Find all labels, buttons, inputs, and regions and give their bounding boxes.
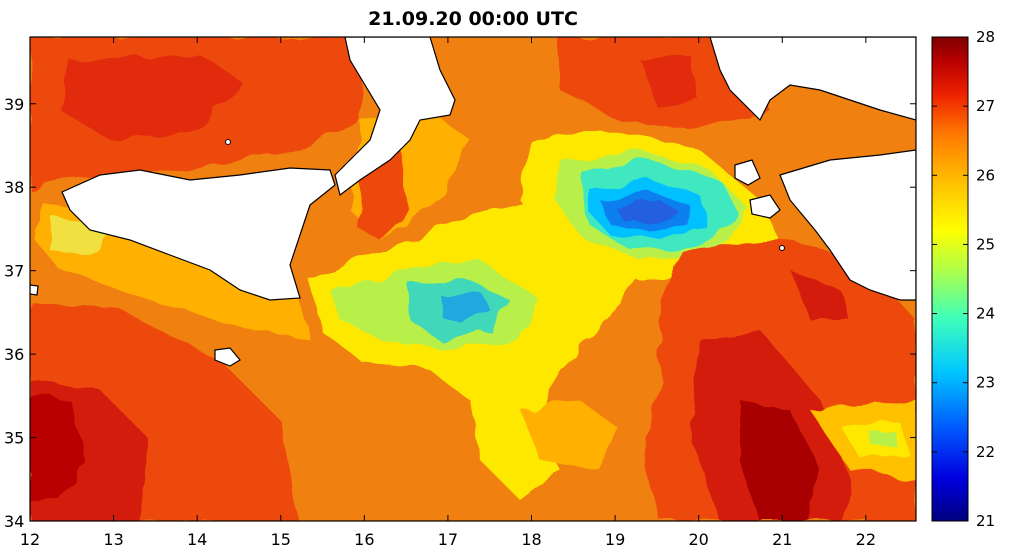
y-tick-label: 36 bbox=[4, 345, 24, 364]
sicily-land bbox=[61, 167, 336, 301]
colorbar-tick-label: 23 bbox=[976, 374, 995, 392]
y-tick-label: 34 bbox=[4, 512, 24, 531]
y-axis-ticks: 34 35 36 37 38 39 bbox=[4, 95, 916, 531]
lampedusa-island bbox=[30, 284, 39, 296]
colorbar-ticks: 21 22 23 24 25 26 27 28 bbox=[932, 28, 995, 530]
x-tick-label: 19 bbox=[605, 530, 625, 549]
peloponnese-land bbox=[779, 149, 916, 301]
zakynthos-island bbox=[749, 194, 781, 219]
greece-land bbox=[709, 37, 916, 122]
x-tick-label: 21 bbox=[772, 530, 792, 549]
colorbar-tick-label: 26 bbox=[976, 166, 995, 184]
colorbar-gradient bbox=[931, 36, 969, 522]
y-tick-label: 37 bbox=[4, 262, 24, 281]
map-title: 21.09.20 00:00 UTC bbox=[368, 8, 578, 30]
landmass bbox=[30, 37, 916, 367]
x-axis-ticks: 12 13 14 15 16 17 18 19 20 21 22 bbox=[20, 37, 876, 549]
colorbar-tick-label: 25 bbox=[976, 235, 995, 253]
malta-island bbox=[214, 347, 241, 367]
y-tick-label: 39 bbox=[4, 95, 24, 114]
x-tick-label: 20 bbox=[688, 530, 708, 549]
colorbar: 21 22 23 24 25 26 27 28 bbox=[931, 28, 995, 530]
colorbar-tick-label: 22 bbox=[976, 443, 995, 461]
colorbar-tick-label: 27 bbox=[976, 97, 995, 115]
x-tick-label: 12 bbox=[20, 530, 40, 549]
y-tick-label: 38 bbox=[4, 178, 24, 197]
x-tick-label: 22 bbox=[856, 530, 876, 549]
kefalonia-island bbox=[734, 159, 761, 186]
sst-field bbox=[30, 37, 916, 521]
calabria-land bbox=[334, 37, 456, 197]
plot-frame bbox=[29, 36, 917, 522]
colorbar-tick-label: 24 bbox=[976, 305, 995, 323]
x-tick-label: 17 bbox=[438, 530, 458, 549]
x-tick-label: 15 bbox=[271, 530, 291, 549]
x-tick-label: 13 bbox=[103, 530, 123, 549]
colorbar-tick-label: 28 bbox=[976, 28, 995, 46]
x-tick-label: 18 bbox=[521, 530, 541, 549]
x-tick-label: 16 bbox=[354, 530, 374, 549]
y-tick-label: 35 bbox=[4, 429, 24, 448]
x-tick-label: 14 bbox=[187, 530, 207, 549]
colorbar-tick-label: 21 bbox=[976, 512, 995, 530]
